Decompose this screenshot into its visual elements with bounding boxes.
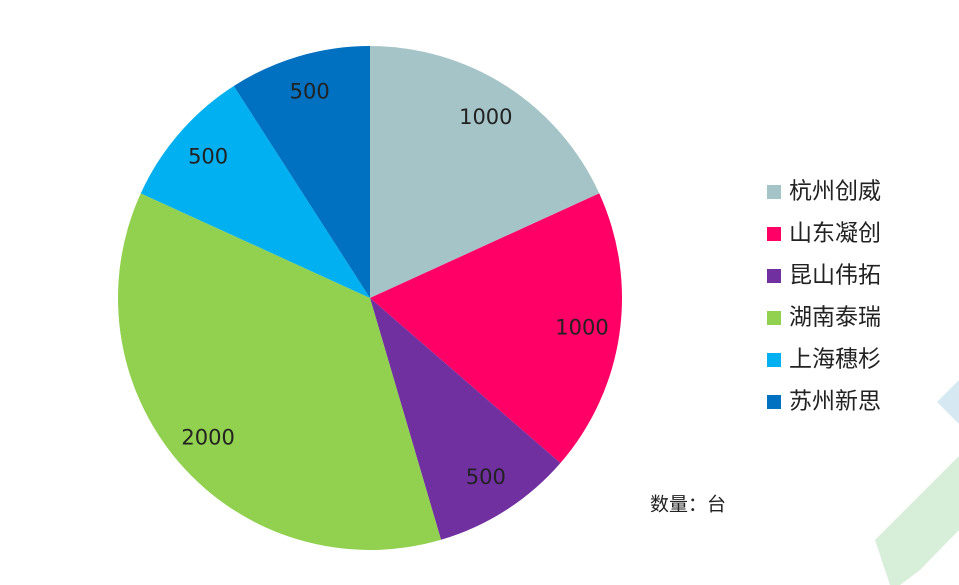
legend-label: 苏州新思 [789,389,881,415]
value-label: 1000 [555,315,608,339]
value-label: 500 [466,465,506,489]
legend-swatch [767,269,781,283]
legend-label: 杭州创威 [789,179,881,205]
deco-shape [875,456,959,585]
legend-label: 上海穗杉 [789,347,881,373]
pie-slice [117,193,441,550]
pie-slice [140,86,370,298]
legend-swatch [767,311,781,325]
value-label: 2000 [181,425,234,449]
decoration [875,380,959,585]
value-label: 500 [188,145,228,169]
legend-swatch [767,227,781,241]
pie-slice [370,46,600,298]
legend-swatch [767,395,781,409]
pie-slice [233,46,370,298]
pie-slice [370,193,622,464]
deco-shape [937,380,959,424]
annotation: 数量：台 [650,494,726,516]
value-label: 500 [290,79,330,103]
value-label: 1000 [459,105,512,129]
legend-label: 昆山伟拓 [789,263,881,289]
legend-label: 湖南泰瑞 [789,305,881,331]
legend-label: 山东凝创 [789,221,881,247]
legend-swatch [767,185,781,199]
legend-swatch [767,353,781,367]
pie-slice [370,298,561,540]
